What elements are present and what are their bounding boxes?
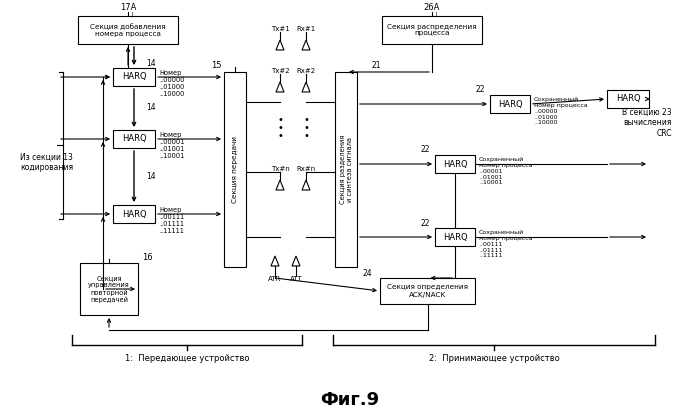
Text: Сохраненный
номер процесса
..00001
..01001
..10001: Сохраненный номер процесса ..00001 ..010… — [479, 157, 533, 185]
Text: •: • — [277, 131, 283, 141]
Text: 24: 24 — [363, 268, 372, 277]
Text: Номер
..00000
..01000
..10000: Номер ..00000 ..01000 ..10000 — [159, 70, 185, 97]
Text: 15: 15 — [211, 60, 221, 69]
Bar — [380, 278, 475, 304]
Text: Номер
..00001
..01001
..10001: Номер ..00001 ..01001 ..10001 — [159, 132, 184, 159]
Text: Tx#1: Tx#1 — [271, 26, 289, 32]
Text: 14: 14 — [146, 104, 155, 113]
Text: Rx#2: Rx#2 — [296, 68, 316, 74]
Text: Сохраненный
номер процесса
..00111
..01111
..11111: Сохраненный номер процесса ..00111 ..011… — [479, 230, 533, 259]
Text: 16: 16 — [142, 254, 153, 263]
Text: В секцию 23
вычисления
CRC: В секцию 23 вычисления CRC — [622, 108, 672, 138]
Text: HARQ: HARQ — [616, 95, 640, 104]
Bar — [335, 72, 357, 267]
Bar — [435, 155, 475, 173]
Text: 26A: 26A — [424, 4, 440, 12]
Text: 14: 14 — [146, 172, 155, 181]
Bar — [382, 16, 482, 44]
Text: Секция распределения
процесса: Секция распределения процесса — [387, 23, 477, 37]
Text: Секция разделения
и синтеза сигнала: Секция разделения и синтеза сигнала — [340, 135, 353, 204]
Text: Фиг.9: Фиг.9 — [321, 391, 379, 409]
Bar — [490, 95, 530, 113]
Text: 2:  Принимающее устройство: 2: Принимающее устройство — [428, 353, 559, 363]
Text: •: • — [303, 123, 309, 133]
Text: 17A: 17A — [120, 4, 136, 12]
Text: HARQ: HARQ — [122, 134, 146, 143]
Text: Секция передачи: Секция передачи — [232, 136, 238, 203]
Text: HARQ: HARQ — [122, 210, 146, 219]
Text: Секция определения
ACK/NACK: Секция определения ACK/NACK — [387, 284, 468, 298]
Text: 14: 14 — [146, 58, 155, 67]
Bar — [435, 228, 475, 246]
Text: •: • — [277, 123, 283, 133]
Text: •: • — [303, 131, 309, 141]
Text: Из секции 13
кодирования: Из секции 13 кодирования — [20, 152, 73, 172]
Text: HARQ: HARQ — [442, 159, 468, 169]
Text: 22: 22 — [475, 85, 485, 95]
Bar — [113, 68, 155, 86]
Bar — [80, 263, 138, 315]
Text: Rx#1: Rx#1 — [296, 26, 316, 32]
Text: Номер
..00111
..01111
..11111: Номер ..00111 ..01111 ..11111 — [159, 207, 184, 234]
Text: Rx#n: Rx#n — [296, 166, 316, 172]
Bar — [113, 205, 155, 223]
Text: HARQ: HARQ — [442, 233, 468, 242]
Bar — [224, 72, 246, 267]
Text: •: • — [277, 115, 283, 125]
Bar — [607, 90, 649, 108]
Text: ATT: ATT — [290, 276, 302, 282]
Text: 22: 22 — [421, 219, 430, 228]
Text: HARQ: HARQ — [122, 72, 146, 81]
Bar — [78, 16, 178, 44]
Text: Tx#n: Tx#n — [271, 166, 289, 172]
Text: 1:  Передающее устройство: 1: Передающее устройство — [125, 353, 249, 363]
Text: ATR: ATR — [268, 276, 281, 282]
Text: Сохраненный
номер процесса
..00000
..01000
..10000: Сохраненный номер процесса ..00000 ..010… — [534, 97, 587, 125]
Text: Секция
управления
повторной
передачей: Секция управления повторной передачей — [88, 275, 130, 303]
Text: HARQ: HARQ — [498, 99, 522, 109]
Text: ~: ~ — [130, 10, 136, 16]
Text: 21: 21 — [372, 62, 382, 71]
Bar — [113, 130, 155, 148]
Text: Tx#2: Tx#2 — [271, 68, 289, 74]
Text: ~: ~ — [434, 10, 440, 16]
Text: •: • — [303, 115, 309, 125]
Text: 22: 22 — [421, 145, 430, 155]
Text: Секция добавления
номера процесса: Секция добавления номера процесса — [90, 23, 166, 37]
